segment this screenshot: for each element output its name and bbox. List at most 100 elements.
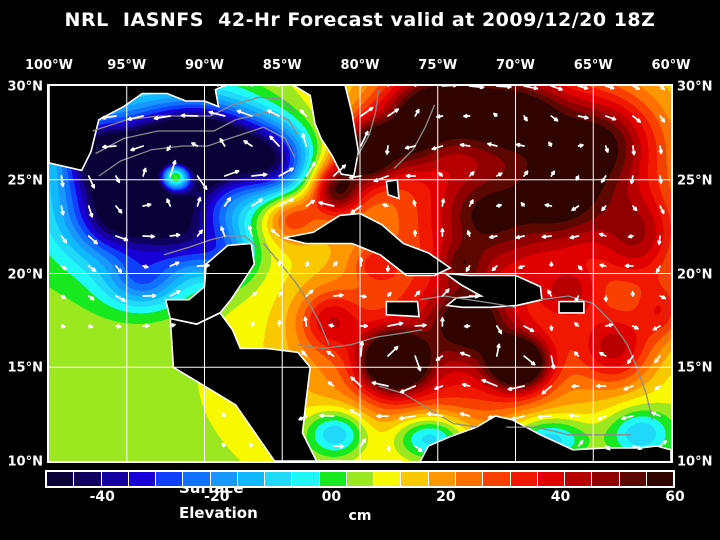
- bathymetry-contour-0: [92, 96, 296, 132]
- current-vector-66: [495, 325, 503, 335]
- latitude-axis-right: 30°N 25°N 20°N 15°N 10°N: [674, 80, 720, 470]
- bathymetry-contours: [92, 89, 653, 436]
- current-vector-29: [434, 385, 444, 391]
- map-plot-frame: Surface Elevation: [47, 84, 673, 522]
- current-vector-51: [654, 355, 661, 364]
- colorbar-swatch-4: [156, 472, 184, 486]
- coastline-north-america-gulf-coast: [49, 86, 360, 177]
- bathymetry-contour-9: [506, 426, 631, 436]
- current-vector-148: [544, 203, 553, 208]
- latitude-tick-left-0: 30°N: [7, 79, 43, 95]
- current-vector-170: [523, 170, 529, 177]
- current-vector-192: [577, 143, 584, 148]
- current-vector-99: [305, 261, 310, 267]
- colorbar-swatch-1: [74, 472, 102, 486]
- current-vector-73: [60, 294, 67, 299]
- current-vector-38: [301, 350, 308, 357]
- current-vector-191: [548, 141, 553, 147]
- colorbar-swatch-20: [592, 472, 620, 486]
- current-vector-177: [130, 145, 144, 152]
- current-vector-207: [436, 114, 444, 119]
- current-vector-30: [461, 382, 471, 388]
- longitude-tick-5: 75°W: [418, 58, 458, 73]
- current-vector-230: [659, 86, 666, 91]
- current-vector-195: [658, 145, 663, 155]
- current-vector-6: [577, 439, 584, 447]
- current-vector-0: [221, 442, 227, 448]
- current-vector-39: [326, 350, 335, 357]
- current-vector-111: [60, 235, 68, 244]
- current-vector-97: [196, 263, 211, 268]
- bathymetry-contour-2: [98, 126, 296, 177]
- colorbar-swatch-10: [319, 472, 347, 486]
- current-vector-165: [373, 175, 389, 183]
- bathymetry-contour-6: [419, 295, 516, 308]
- current-vector-200: [208, 110, 226, 117]
- current-vector-211: [550, 115, 559, 122]
- current-vector-35: [595, 383, 607, 389]
- current-vector-225: [523, 86, 539, 91]
- page-title: NRL IASNFS 42-Hr Forecast valid at 2009/…: [64, 9, 656, 31]
- current-vector-144: [440, 198, 446, 207]
- current-vector-212: [577, 115, 589, 120]
- current-vector-25: [327, 381, 335, 387]
- colorbar-swatch-2: [101, 472, 129, 486]
- bathymetry-contour-5: [297, 329, 423, 350]
- colorbar-tick-3: 20: [436, 489, 456, 505]
- current-vector-52: [60, 324, 66, 329]
- current-vector-80: [305, 289, 314, 297]
- current-vector-43: [435, 355, 444, 361]
- current-vector-203: [299, 109, 308, 117]
- current-vector-215: [659, 115, 666, 123]
- current-vector-95: [142, 264, 149, 269]
- current-vector-172: [575, 175, 580, 181]
- current-vector-119: [270, 228, 280, 237]
- current-vector-159: [223, 169, 240, 177]
- colorbar-tick-1: -20: [204, 489, 230, 505]
- current-vector-33: [541, 385, 553, 395]
- current-vector-28: [399, 385, 417, 394]
- current-vector-36: [623, 385, 634, 391]
- current-vector-4: [386, 445, 391, 452]
- current-vector-140: [318, 201, 335, 207]
- current-vector-153: [60, 175, 65, 188]
- current-vector-161: [278, 167, 294, 177]
- current-vector-124: [515, 235, 525, 240]
- current-vector-112: [87, 235, 98, 245]
- current-vector-58: [277, 319, 282, 327]
- current-vector-188: [459, 142, 471, 148]
- current-vector-185: [385, 145, 390, 155]
- current-vector-107: [577, 265, 583, 271]
- colorbar-swatch-12: [374, 472, 402, 486]
- colorbar-swatch-8: [265, 472, 293, 486]
- current-vector-150: [601, 205, 607, 212]
- current-vector-55: [142, 323, 150, 329]
- current-vector-37: [654, 385, 661, 391]
- current-vector-183: [301, 132, 308, 147]
- current-vector-198: [153, 115, 172, 121]
- colorbar-swatch-5: [183, 472, 211, 486]
- current-vector-136: [223, 196, 232, 207]
- current-vector-226: [550, 86, 563, 91]
- current-vector-213: [604, 115, 617, 121]
- longitude-tick-7: 65°W: [573, 58, 613, 73]
- current-vector-48: [573, 351, 580, 357]
- current-vector-116: [196, 229, 204, 237]
- current-vector-62: [387, 321, 404, 327]
- current-vector-146: [495, 203, 503, 208]
- colorbar-tick-4: 40: [550, 489, 571, 505]
- current-vector-199: [180, 113, 199, 118]
- current-vector-138: [278, 197, 295, 207]
- current-vector-204: [359, 106, 374, 117]
- colorbar-tick-2: 00: [321, 489, 342, 505]
- current-vector-49: [598, 351, 607, 357]
- current-vector-174: [629, 175, 635, 185]
- current-vector-26: [350, 376, 362, 387]
- longitude-tick-4: 80°W: [340, 58, 380, 73]
- longitude-tick-2: 90°W: [185, 58, 224, 73]
- current-vector-65: [463, 324, 471, 329]
- current-vector-87: [547, 289, 553, 297]
- map-gridlines: [49, 86, 671, 461]
- colorbar-tick-0: -40: [89, 489, 115, 505]
- current-vector-193: [604, 145, 609, 153]
